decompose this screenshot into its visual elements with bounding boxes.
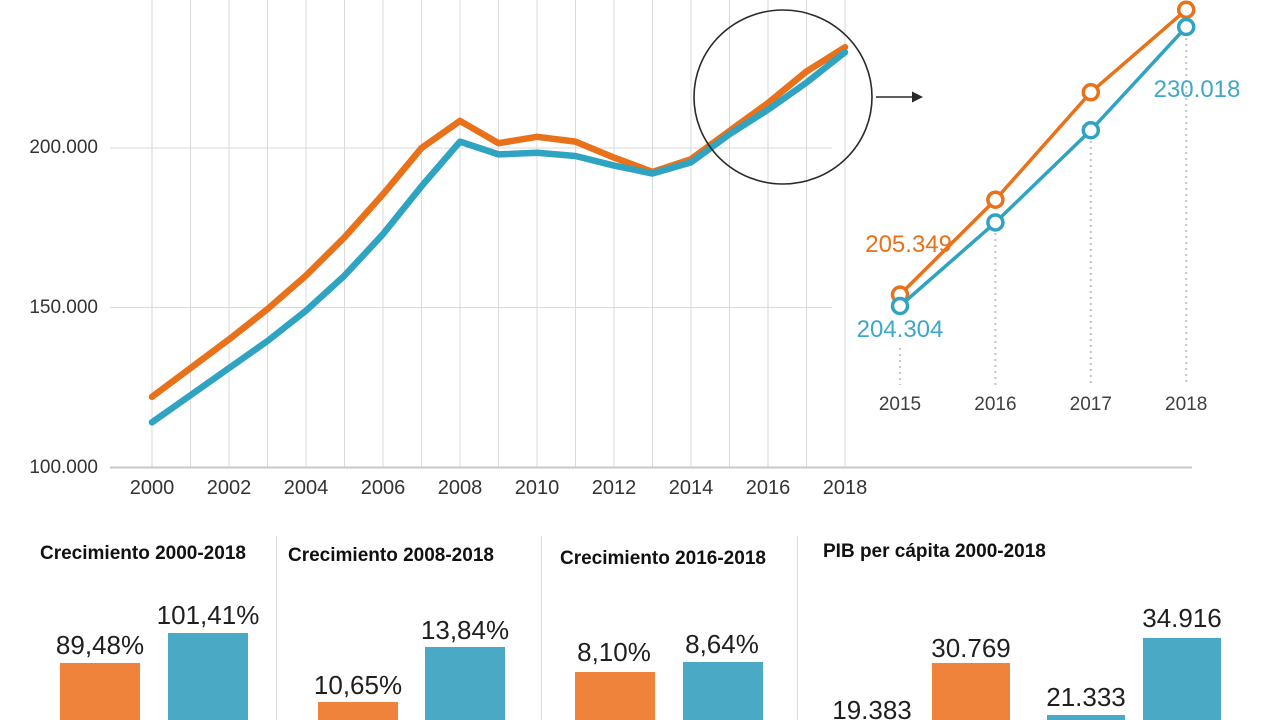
panel-divider — [797, 536, 798, 720]
inset-data-point — [986, 213, 1005, 232]
x-tick-label: 2006 — [360, 477, 406, 499]
x-tick-label: 2014 — [668, 477, 714, 499]
bar-value-label: 13,84% — [420, 615, 510, 645]
panel-divider — [541, 536, 542, 720]
bar-value-label: 19.383 — [832, 695, 912, 720]
bar-value-label: 89,48% — [55, 630, 145, 660]
bar-blue-crecimiento-2008-2018 — [425, 647, 505, 720]
bar-orange-crecimiento-2016-2018 — [575, 672, 655, 720]
inset-data-point — [1176, 17, 1196, 37]
x-tick-label: 2016 — [745, 477, 791, 499]
bar-value-label: 21.333 — [1046, 682, 1126, 712]
bar-value-label: 10,65% — [313, 670, 403, 700]
panel-divider — [276, 536, 277, 720]
y-tick-label: 200.000 — [29, 137, 98, 158]
inset-data-point — [890, 296, 910, 316]
bar-panels-strip: Crecimiento 2000-2018 Crecimiento 2008-2… — [0, 530, 1280, 720]
panel-title-crecimiento-2016-2018: Crecimiento 2016-2018 — [560, 548, 766, 569]
annotation-arrowhead-icon — [912, 91, 923, 103]
inset-blue-line — [898, 25, 1188, 308]
bar-blue-pib-pc-2018 — [1143, 638, 1221, 720]
bar-orange-crecimiento-2008-2018 — [318, 702, 398, 720]
x-tick-label: 2008 — [437, 477, 483, 499]
inset-year-label: 2018 — [1165, 394, 1208, 415]
x-tick-label: 2010 — [514, 477, 560, 499]
bar-value-label: 30.769 — [931, 633, 1011, 663]
x-tick-label: 2012 — [591, 477, 637, 499]
x-tick-label: 2018 — [822, 477, 868, 499]
y-tick-label: 150.000 — [29, 297, 98, 318]
bar-value-label: 8,64% — [685, 629, 759, 659]
inset-year-label: 2016 — [974, 394, 1017, 415]
inset-value-label-orange-2015: 205.349 — [865, 231, 952, 258]
inset-year-label: 2017 — [1069, 394, 1112, 415]
bar-blue-crecimiento-2000-2018 — [168, 633, 248, 720]
x-tick-label: 2002 — [206, 477, 252, 499]
inset-data-point — [986, 190, 1005, 209]
panel-title-crecimiento-2008-2018: Crecimiento 2008-2018 — [288, 545, 494, 566]
bar-orange-crecimiento-2000-2018 — [60, 663, 140, 720]
inset-data-point — [1081, 83, 1101, 102]
inset-value-label-blue-2018: 230.018 — [1153, 76, 1241, 103]
bar-value-label: 101,41% — [156, 600, 260, 630]
highlight-circle — [693, 9, 873, 185]
inset-data-point — [1176, 0, 1196, 20]
x-tick-label: 2004 — [283, 477, 329, 499]
blue-series-line — [148, 48, 849, 426]
bar-value-label: 34.916 — [1142, 603, 1222, 633]
bar-orange-pib-pc-2018 — [932, 663, 1010, 720]
y-tick-label: 100.000 — [29, 457, 98, 478]
inset-orange-line — [898, 8, 1188, 296]
panel-title-pib-per-capita: PIB per cápita 2000-2018 — [823, 541, 1046, 562]
bar-blue-pib-pc-2000 — [1047, 715, 1125, 720]
panel-title-crecimiento-2000-2018: Crecimiento 2000-2018 — [40, 543, 246, 564]
bar-value-label: 8,10% — [577, 637, 651, 667]
line-charts-svg — [110, 0, 1196, 469]
x-tick-label: 2000 — [129, 477, 175, 499]
inset-data-point — [1081, 121, 1101, 140]
bar-blue-crecimiento-2016-2018 — [683, 662, 763, 720]
inset-year-label: 2015 — [878, 394, 922, 415]
inset-value-label-blue-2015: 204.304 — [856, 316, 944, 343]
